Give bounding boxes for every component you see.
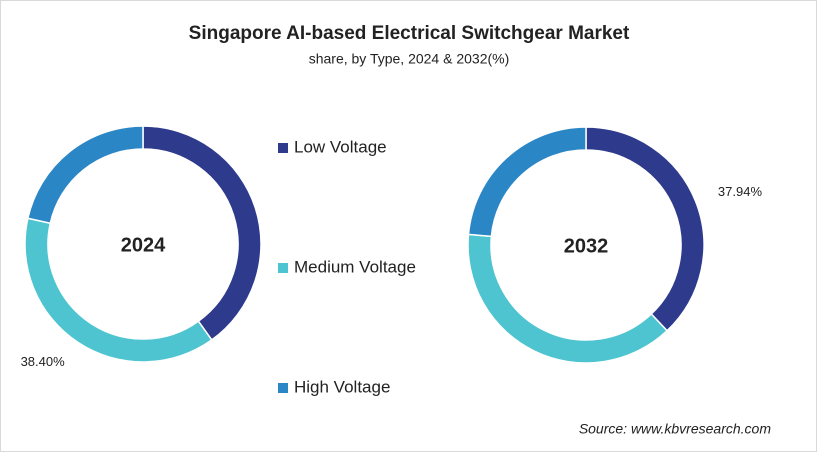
legend-label: Medium Voltage [294,257,416,276]
source: Source: www.kbvresearch.com [579,421,772,437]
center-label: 2032 [564,235,609,257]
legend-swatch [278,143,288,153]
legend-label: High Voltage [294,377,390,396]
legend-swatch [278,383,288,393]
center-label: 2024 [121,234,166,256]
data-label: 37.94% [718,184,763,199]
data-label: 38.40% [21,354,66,369]
donut-segment [26,125,144,225]
chart-title: Singapore AI-based Electrical Switchgear… [189,23,630,44]
chart-subtitle: share, by Type, 2024 & 2032(%) [309,51,510,67]
legend-label: Low Voltage [294,137,387,156]
legend-swatch [278,263,288,273]
donut-segment [467,126,587,238]
